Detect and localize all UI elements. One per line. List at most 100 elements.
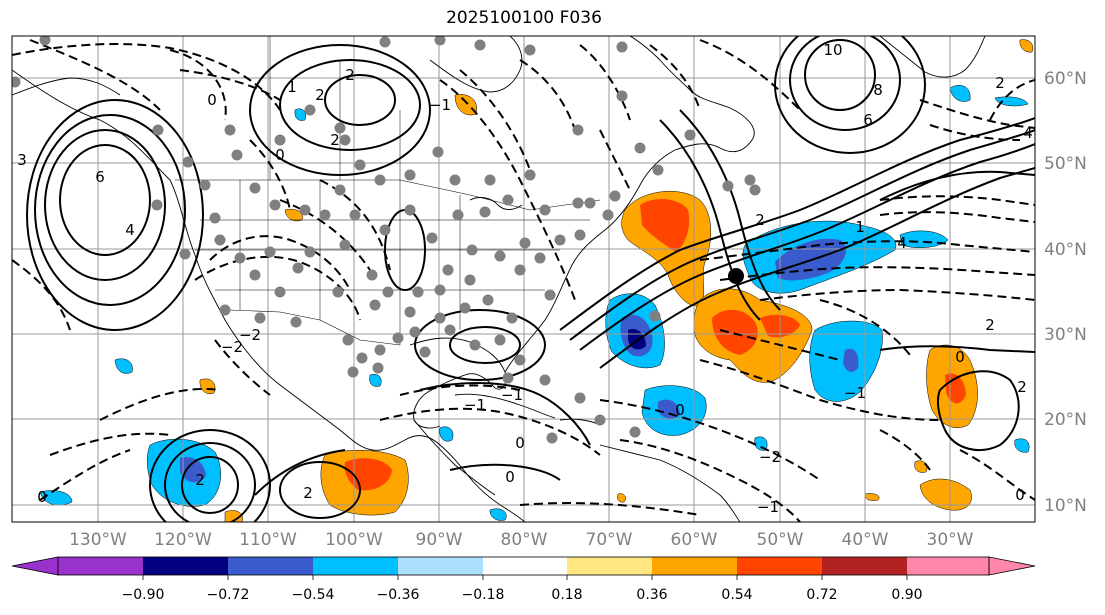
shade-red-gulf-mexico-pacific: [344, 458, 392, 491]
ne-ridge-ring-3: [249, 44, 431, 176]
dash-27: [699, 359, 941, 421]
lat-label: 30°N: [1044, 325, 1087, 345]
shade-blue-small-9: [1014, 438, 1030, 453]
mexico-ring: [279, 461, 361, 519]
dash-11: [194, 255, 361, 321]
greenland-coast: [879, 36, 986, 78]
shade-blue-east: [899, 230, 949, 248]
dash-10: [209, 235, 351, 291]
dash-31: [919, 99, 1035, 129]
colorbar-tick-label: −0.54: [292, 587, 335, 603]
dash-6: [579, 44, 631, 121]
east-atlantic-ring: [936, 370, 1020, 451]
pacific-high-ring-3: [34, 114, 186, 306]
contour-label: 2: [303, 484, 313, 502]
ne-solid-arc: [879, 170, 1035, 201]
colorbar-bin: [58, 557, 143, 575]
observation-dots: [12, 36, 761, 444]
lon-label: 90°W: [416, 530, 463, 550]
lon-label: 120°W: [154, 530, 212, 550]
contour-label: −1: [757, 498, 779, 516]
dash-13: [319, 179, 391, 271]
contour-label: 2: [985, 316, 995, 334]
lon-label: 50°W: [757, 530, 804, 550]
colorbar-tick-label: −0.90: [122, 587, 165, 603]
pacific-south-ring-3: [149, 429, 271, 522]
shade-blue-small-6: [439, 426, 454, 442]
caribbean-solid-2: [449, 463, 561, 481]
shade-orange-small-9: [864, 493, 880, 501]
contour-label: 2: [1017, 378, 1027, 396]
ne-ridge-ring-2: [279, 59, 421, 151]
contour-label: 1: [287, 78, 297, 96]
colorbar-bin: [567, 557, 652, 575]
contour-label: 0: [515, 434, 525, 452]
dash-7: [519, 59, 576, 131]
shade-darkblue-caribbean-east: [658, 399, 680, 419]
shade-blue-small-3: [949, 85, 971, 102]
contour-label: 0: [207, 91, 217, 109]
contour-label: 4: [125, 221, 135, 239]
contour-label: 0: [675, 401, 685, 419]
dash-20: [599, 399, 821, 481]
dash-30: [879, 211, 1035, 223]
atlantic-east-solid: [879, 345, 1035, 353]
contour-label: 2: [330, 131, 340, 149]
dash-29: [879, 195, 1035, 206]
caribbean-solid: [419, 382, 591, 446]
contour-label: −2: [221, 338, 243, 356]
south-america-coast: [599, 444, 741, 522]
front-solid-4: [599, 167, 1035, 369]
contour-label: −2: [239, 326, 261, 344]
dash-28: [719, 329, 841, 361]
lat-label: 60°N: [1044, 69, 1087, 89]
alaska-coast: [12, 77, 121, 96]
pacific-high-ring-4: [26, 99, 204, 331]
shade-blue-small-7: [369, 374, 382, 387]
contour-label: 0: [1015, 486, 1025, 504]
colorbar: −0.90 −0.72 −0.54 −0.36 −0.18 0.18 0.36 …: [11, 556, 1036, 603]
cuba: [454, 393, 556, 419]
dash-24: [719, 266, 1035, 281]
contour-label: 1: [855, 218, 865, 236]
lon-label: 130°W: [69, 530, 127, 550]
contour-label: −1: [464, 396, 486, 414]
colorbar-tick-label: 0.90: [891, 587, 922, 603]
contour-label: −1: [844, 384, 866, 402]
shade-orange-small-7: [224, 510, 243, 522]
dash-12: [279, 199, 371, 271]
shade-orange-small-6: [1019, 39, 1034, 53]
colorbar-bin: [228, 557, 313, 575]
pacific-high-ring-2: [44, 129, 166, 281]
lat-label: 50°N: [1044, 154, 1087, 174]
colorbar-tick-label: −0.72: [207, 587, 250, 603]
colorbar-bin: [483, 557, 567, 575]
dash-4: [439, 79, 576, 301]
dash-22: [519, 502, 701, 516]
contour-label: 2: [345, 66, 355, 84]
contour-label: 0: [37, 488, 47, 506]
contour-label: 0: [505, 468, 515, 486]
dash-9: [699, 39, 801, 111]
dashed-contours: [12, 39, 1035, 522]
dash-23: [699, 240, 1035, 261]
atlantic-high-ring-1: [804, 39, 876, 111]
gulf-low-ring-2: [414, 309, 546, 381]
lon-label: 70°W: [586, 530, 633, 550]
dash-25: [759, 288, 1035, 301]
pacific-south-solid: [254, 449, 346, 496]
dash-36: [12, 259, 71, 331]
dash-38: [179, 69, 281, 101]
dash-8: [649, 44, 701, 111]
contour-label: 4: [897, 234, 907, 252]
colorbar-tick-label: −0.18: [462, 587, 505, 603]
shade-darkblue-pacific-south: [180, 456, 206, 483]
hudson-bay: [429, 36, 523, 93]
dash-17: [49, 432, 171, 456]
colorbar-bin: [737, 557, 822, 575]
east-coast: [504, 36, 755, 373]
front-solid-2: [569, 129, 1035, 341]
lon-label: 80°W: [501, 530, 548, 550]
front-solid-5: [659, 119, 761, 321]
colorbar-bin: [398, 557, 483, 575]
